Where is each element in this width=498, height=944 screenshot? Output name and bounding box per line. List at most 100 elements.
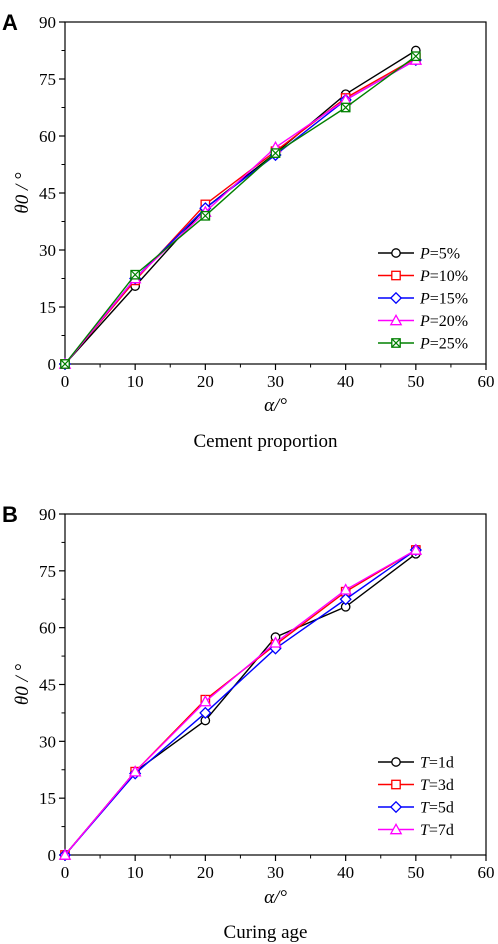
chart-b-legend-item: T=7d xyxy=(378,822,454,839)
chart-b-series-1 xyxy=(60,548,421,860)
chart-a-x-tick-label: 0 xyxy=(61,372,70,391)
chart-b-x-tick-label: 60 xyxy=(478,863,495,882)
chart-b-x-axis-title: α/° xyxy=(264,887,287,908)
chart-b-y-axis-title: θ0 / ° xyxy=(12,663,33,705)
chart-a-legend-swatch-marker xyxy=(391,270,401,281)
chart-a-series-5-point xyxy=(340,102,351,113)
chart-b-legend-label: T=5d xyxy=(420,800,454,817)
chart-a: A 0 10 20 30 40 50 60 0 15 30 45 60 75 90 α/° θ0 / ° P=5%… xyxy=(2,10,495,452)
chart-b-x-tick-label: 50 xyxy=(407,863,424,882)
chart-a-series-5-point-cross xyxy=(341,102,351,113)
chart-a-legend-item: P=25% xyxy=(378,336,468,353)
chart-b-legend-item: T=5d xyxy=(378,800,454,817)
chart-b-y-tick-label: 45 xyxy=(39,676,56,695)
chart-b-y-tick-label: 90 xyxy=(39,505,56,524)
chart-a-legend-label: P=5% xyxy=(419,246,460,263)
chart-b-legend-item: T=3d xyxy=(378,777,454,794)
chart-a-x-tick-label: 60 xyxy=(478,372,495,391)
chart-a-legend-item: P=20% xyxy=(378,313,468,330)
chart-b-series-4-point xyxy=(269,636,282,648)
chart-a-legend-item: P=10% xyxy=(378,268,468,285)
chart-b-x-tick-label: 0 xyxy=(61,863,70,882)
chart-a-y-tick-label: 15 xyxy=(39,298,56,317)
chart-a-x-tick-label: 10 xyxy=(127,372,144,391)
chart-a-y-axis-title: θ0 / ° xyxy=(12,172,33,214)
chart-a-y-tick-label: 60 xyxy=(39,127,56,146)
chart-a-series-5-point xyxy=(130,269,141,280)
chart-a-legend-item: P=15% xyxy=(378,291,468,308)
chart-a-legend-label: P=20% xyxy=(419,313,468,330)
chart-a-series-5-point-cross xyxy=(200,211,210,221)
chart-a-series-3-line xyxy=(64,59,417,365)
chart-b-x-tick-label: 20 xyxy=(197,863,214,882)
chart-a-legend-swatch-marker xyxy=(391,338,401,348)
chart-a-series-4-line xyxy=(64,59,417,365)
chart-a-series-2 xyxy=(60,53,421,369)
chart-b-series-4-point xyxy=(409,543,423,555)
chart-a-series-5-point-cross xyxy=(130,270,140,280)
chart-b-series-2 xyxy=(60,545,421,860)
chart-b-x-tick-label: 40 xyxy=(337,863,354,882)
chart-b-legend-swatch-marker xyxy=(389,800,403,814)
chart-b-series-3-line xyxy=(64,549,417,856)
chart-a-series-5-point-cross xyxy=(270,148,281,158)
chart-a-legend-item: P=5% xyxy=(378,246,460,263)
chart-b-series-4-point xyxy=(58,848,72,860)
chart-a-legend-swatch-marker xyxy=(389,291,403,305)
chart-a-series-5-point xyxy=(270,148,281,158)
chart-b-legend-swatch-marker xyxy=(391,779,401,790)
chart-a-series-1-line xyxy=(64,49,417,365)
chart-a-series-5-point xyxy=(410,51,421,62)
chart-a-x-axis-title: α/° xyxy=(264,395,287,416)
chart-b-legend-label: T=1d xyxy=(420,755,454,772)
chart-b-series-3 xyxy=(58,543,422,862)
chart-a-y-tick-label: 75 xyxy=(39,70,56,89)
chart-a-series-5 xyxy=(60,51,421,369)
chart-b-legend-swatch-marker xyxy=(391,757,401,767)
chart-a-x-tick-label: 50 xyxy=(407,372,424,391)
chart-b-series-4-line xyxy=(64,549,417,856)
chart-a-series-4 xyxy=(58,53,423,369)
chart-a-legend-label: P=25% xyxy=(419,336,468,353)
chart-a-series-1 xyxy=(60,45,421,369)
chart-b-series-4-point xyxy=(128,765,142,777)
chart-b-series-4 xyxy=(58,543,423,860)
chart-a-series-2-line xyxy=(64,57,417,365)
chart-a-x-tick-label: 40 xyxy=(337,372,354,391)
chart-a-y-tick-label: 30 xyxy=(39,241,56,260)
chart-b-x-tick-label: 30 xyxy=(267,863,284,882)
chart-a-legend: P=5% P=10% P=15% P=20% P=25% xyxy=(378,246,468,353)
chart-a-caption: Cement proportion xyxy=(193,431,338,452)
chart-a-series-5-line xyxy=(64,55,417,365)
chart-a-legend-swatch-marker xyxy=(391,248,401,258)
chart-b-series-3-point xyxy=(199,706,212,720)
chart-b-x-tick-label: 10 xyxy=(127,863,144,882)
chart-a-series-5-point-cross xyxy=(411,51,421,61)
chart-b-series-4-point xyxy=(339,583,352,595)
chart-b-panel-letter: B xyxy=(2,502,18,527)
chart-a-series-5-point xyxy=(200,210,211,221)
chart-a-y-tick-label: 45 xyxy=(39,184,56,203)
chart-a-legend-swatch-marker-cross xyxy=(391,338,401,348)
chart-a-panel-letter: A xyxy=(2,10,18,35)
chart-b-y-tick-label: 0 xyxy=(48,846,57,865)
chart-a-series-3 xyxy=(58,53,422,371)
chart-b-legend-label: T=7d xyxy=(420,822,454,839)
chart-a-x-tick-label: 30 xyxy=(267,372,284,391)
chart-a-series-5-point-cross xyxy=(60,359,70,369)
chart-b-legend-label: T=3d xyxy=(420,777,454,794)
chart-b-y-tick-label: 60 xyxy=(39,619,56,638)
chart-b-series-3-point xyxy=(339,593,352,606)
chart-a-y-tick-label: 90 xyxy=(39,13,56,32)
chart-b-y-tick-label: 30 xyxy=(39,732,56,751)
chart-b-y-tick-label: 15 xyxy=(39,789,56,808)
chart-b-series-2-line xyxy=(64,549,417,856)
chart-a-legend-label: P=10% xyxy=(419,268,468,285)
chart-a-x-tick-label: 20 xyxy=(197,372,214,391)
chart-a-y-tick-label: 0 xyxy=(48,355,57,374)
chart-b-series-4-point xyxy=(199,695,212,707)
chart-a-series-5-point xyxy=(60,359,70,369)
chart-a-legend-label: P=15% xyxy=(419,291,468,308)
chart-b-y-tick-label: 75 xyxy=(39,562,56,581)
